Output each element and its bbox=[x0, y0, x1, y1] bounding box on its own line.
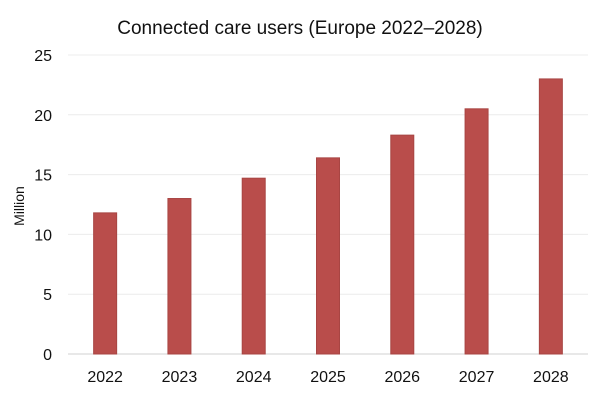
bar-2024 bbox=[241, 177, 266, 355]
y-tick-label: 5 bbox=[43, 287, 52, 304]
x-tick-label: 2023 bbox=[162, 369, 198, 386]
y-tick-label: 25 bbox=[34, 48, 52, 65]
bar-2027 bbox=[464, 108, 489, 355]
y-axis-ticks: 0 5 10 15 20 25 bbox=[34, 48, 52, 364]
y-tick-label: 15 bbox=[34, 168, 52, 185]
bar-2023 bbox=[167, 198, 192, 355]
x-axis-ticks: 2022 2023 2024 2025 2026 2027 2028 bbox=[87, 369, 568, 386]
x-tick-label: 2022 bbox=[87, 369, 123, 386]
chart-title: Connected care users (Europe 2022–2028) bbox=[117, 18, 482, 39]
bars bbox=[93, 78, 563, 355]
x-tick-label: 2025 bbox=[310, 369, 346, 386]
y-tick-label: 10 bbox=[34, 227, 52, 244]
x-tick-label: 2026 bbox=[384, 369, 420, 386]
bar-2022 bbox=[93, 212, 118, 355]
bar-2028 bbox=[538, 78, 563, 355]
bar-2026 bbox=[390, 134, 415, 355]
x-tick-label: 2027 bbox=[459, 369, 495, 386]
x-tick-label: 2028 bbox=[533, 369, 569, 386]
y-axis-label: Million bbox=[11, 186, 27, 226]
bar-2025 bbox=[316, 157, 340, 355]
y-tick-label: 0 bbox=[43, 347, 52, 364]
x-tick-label: 2024 bbox=[236, 369, 272, 386]
y-tick-label: 20 bbox=[34, 108, 52, 125]
